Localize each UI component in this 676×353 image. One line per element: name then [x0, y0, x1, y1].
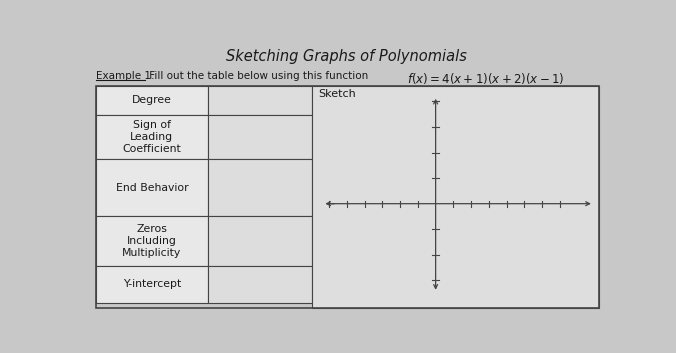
Text: Sketching Graphs of Polynomials: Sketching Graphs of Polynomials — [226, 49, 467, 64]
Bar — [208, 216, 312, 266]
Bar — [208, 86, 312, 115]
Text: Degree: Degree — [132, 95, 172, 105]
Bar — [312, 86, 599, 308]
Bar — [208, 115, 312, 159]
Bar — [96, 159, 208, 216]
Text: Y-intercept: Y-intercept — [123, 279, 181, 289]
Text: Sketch: Sketch — [318, 89, 356, 99]
Bar — [96, 266, 208, 303]
Text: Fill out the table below using this function: Fill out the table below using this func… — [146, 71, 368, 81]
Bar — [96, 216, 208, 266]
Bar — [96, 115, 208, 159]
Text: Example 1:: Example 1: — [96, 71, 155, 81]
Bar — [208, 159, 312, 216]
Text: Sign of
Leading
Coefficient: Sign of Leading Coefficient — [122, 120, 181, 154]
Text: $f(x) = 4(x + 1)(x + 2)(x - 1)$: $f(x) = 4(x + 1)(x + 2)(x - 1)$ — [407, 71, 564, 86]
Bar — [208, 266, 312, 303]
Text: End Behavior: End Behavior — [116, 183, 188, 193]
Text: Zeros
Including
Multiplicity: Zeros Including Multiplicity — [122, 223, 181, 258]
Bar — [96, 86, 599, 308]
Bar — [96, 86, 208, 115]
